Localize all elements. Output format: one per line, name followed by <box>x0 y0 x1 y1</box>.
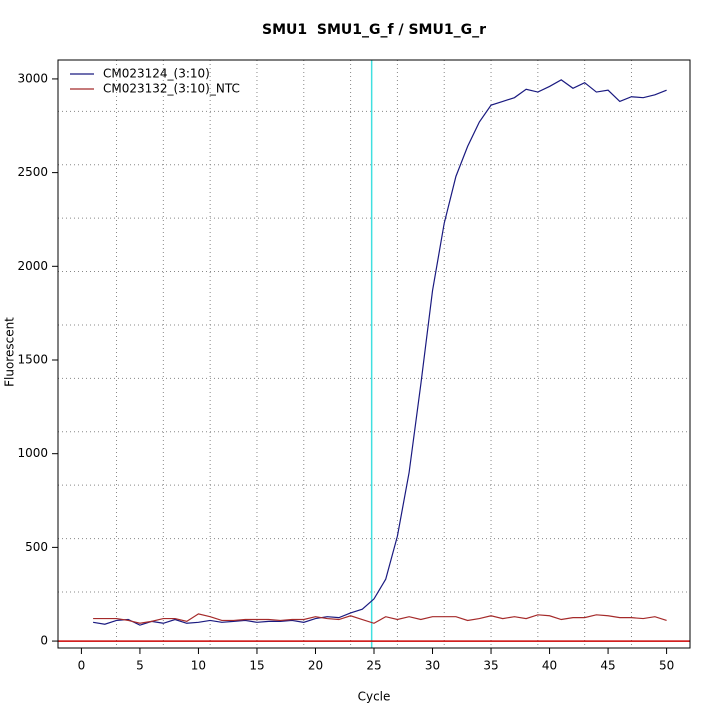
legend-label: CM023124_(3:10) <box>103 67 210 81</box>
y-tick-label: 1000 <box>17 446 48 460</box>
plot-frame <box>57 59 691 649</box>
x-tick-label: 40 <box>542 659 557 673</box>
x-tick-label: 45 <box>600 659 615 673</box>
x-tick-label: 5 <box>136 659 144 673</box>
x-tick-label: 30 <box>425 659 440 673</box>
y-tick-label: 2500 <box>17 165 48 179</box>
x-tick-label: 20 <box>308 659 323 673</box>
y-tick-label: 500 <box>25 540 48 554</box>
x-tick-label: 15 <box>249 659 264 673</box>
y-tick-label: 0 <box>40 634 48 648</box>
chart-title: SMU1 SMU1_G_f / SMU1_G_r <box>262 22 486 38</box>
x-tick-label: 50 <box>659 659 674 673</box>
x-tick-label: 10 <box>191 659 206 673</box>
x-axis-label: Cycle <box>358 690 391 704</box>
x-tick-label: 0 <box>78 659 86 673</box>
y-axis-label: Fluorescent <box>3 317 17 387</box>
legend-label: CM023132_(3:10)_NTC <box>103 82 240 96</box>
y-tick-label: 1500 <box>17 352 48 366</box>
x-tick-label: 35 <box>483 659 498 673</box>
y-tick-label: 2000 <box>17 259 48 273</box>
x-tick-label: 25 <box>366 659 381 673</box>
data-line <box>93 613 667 624</box>
y-tick-label: 3000 <box>17 71 48 85</box>
data-line <box>93 79 667 626</box>
